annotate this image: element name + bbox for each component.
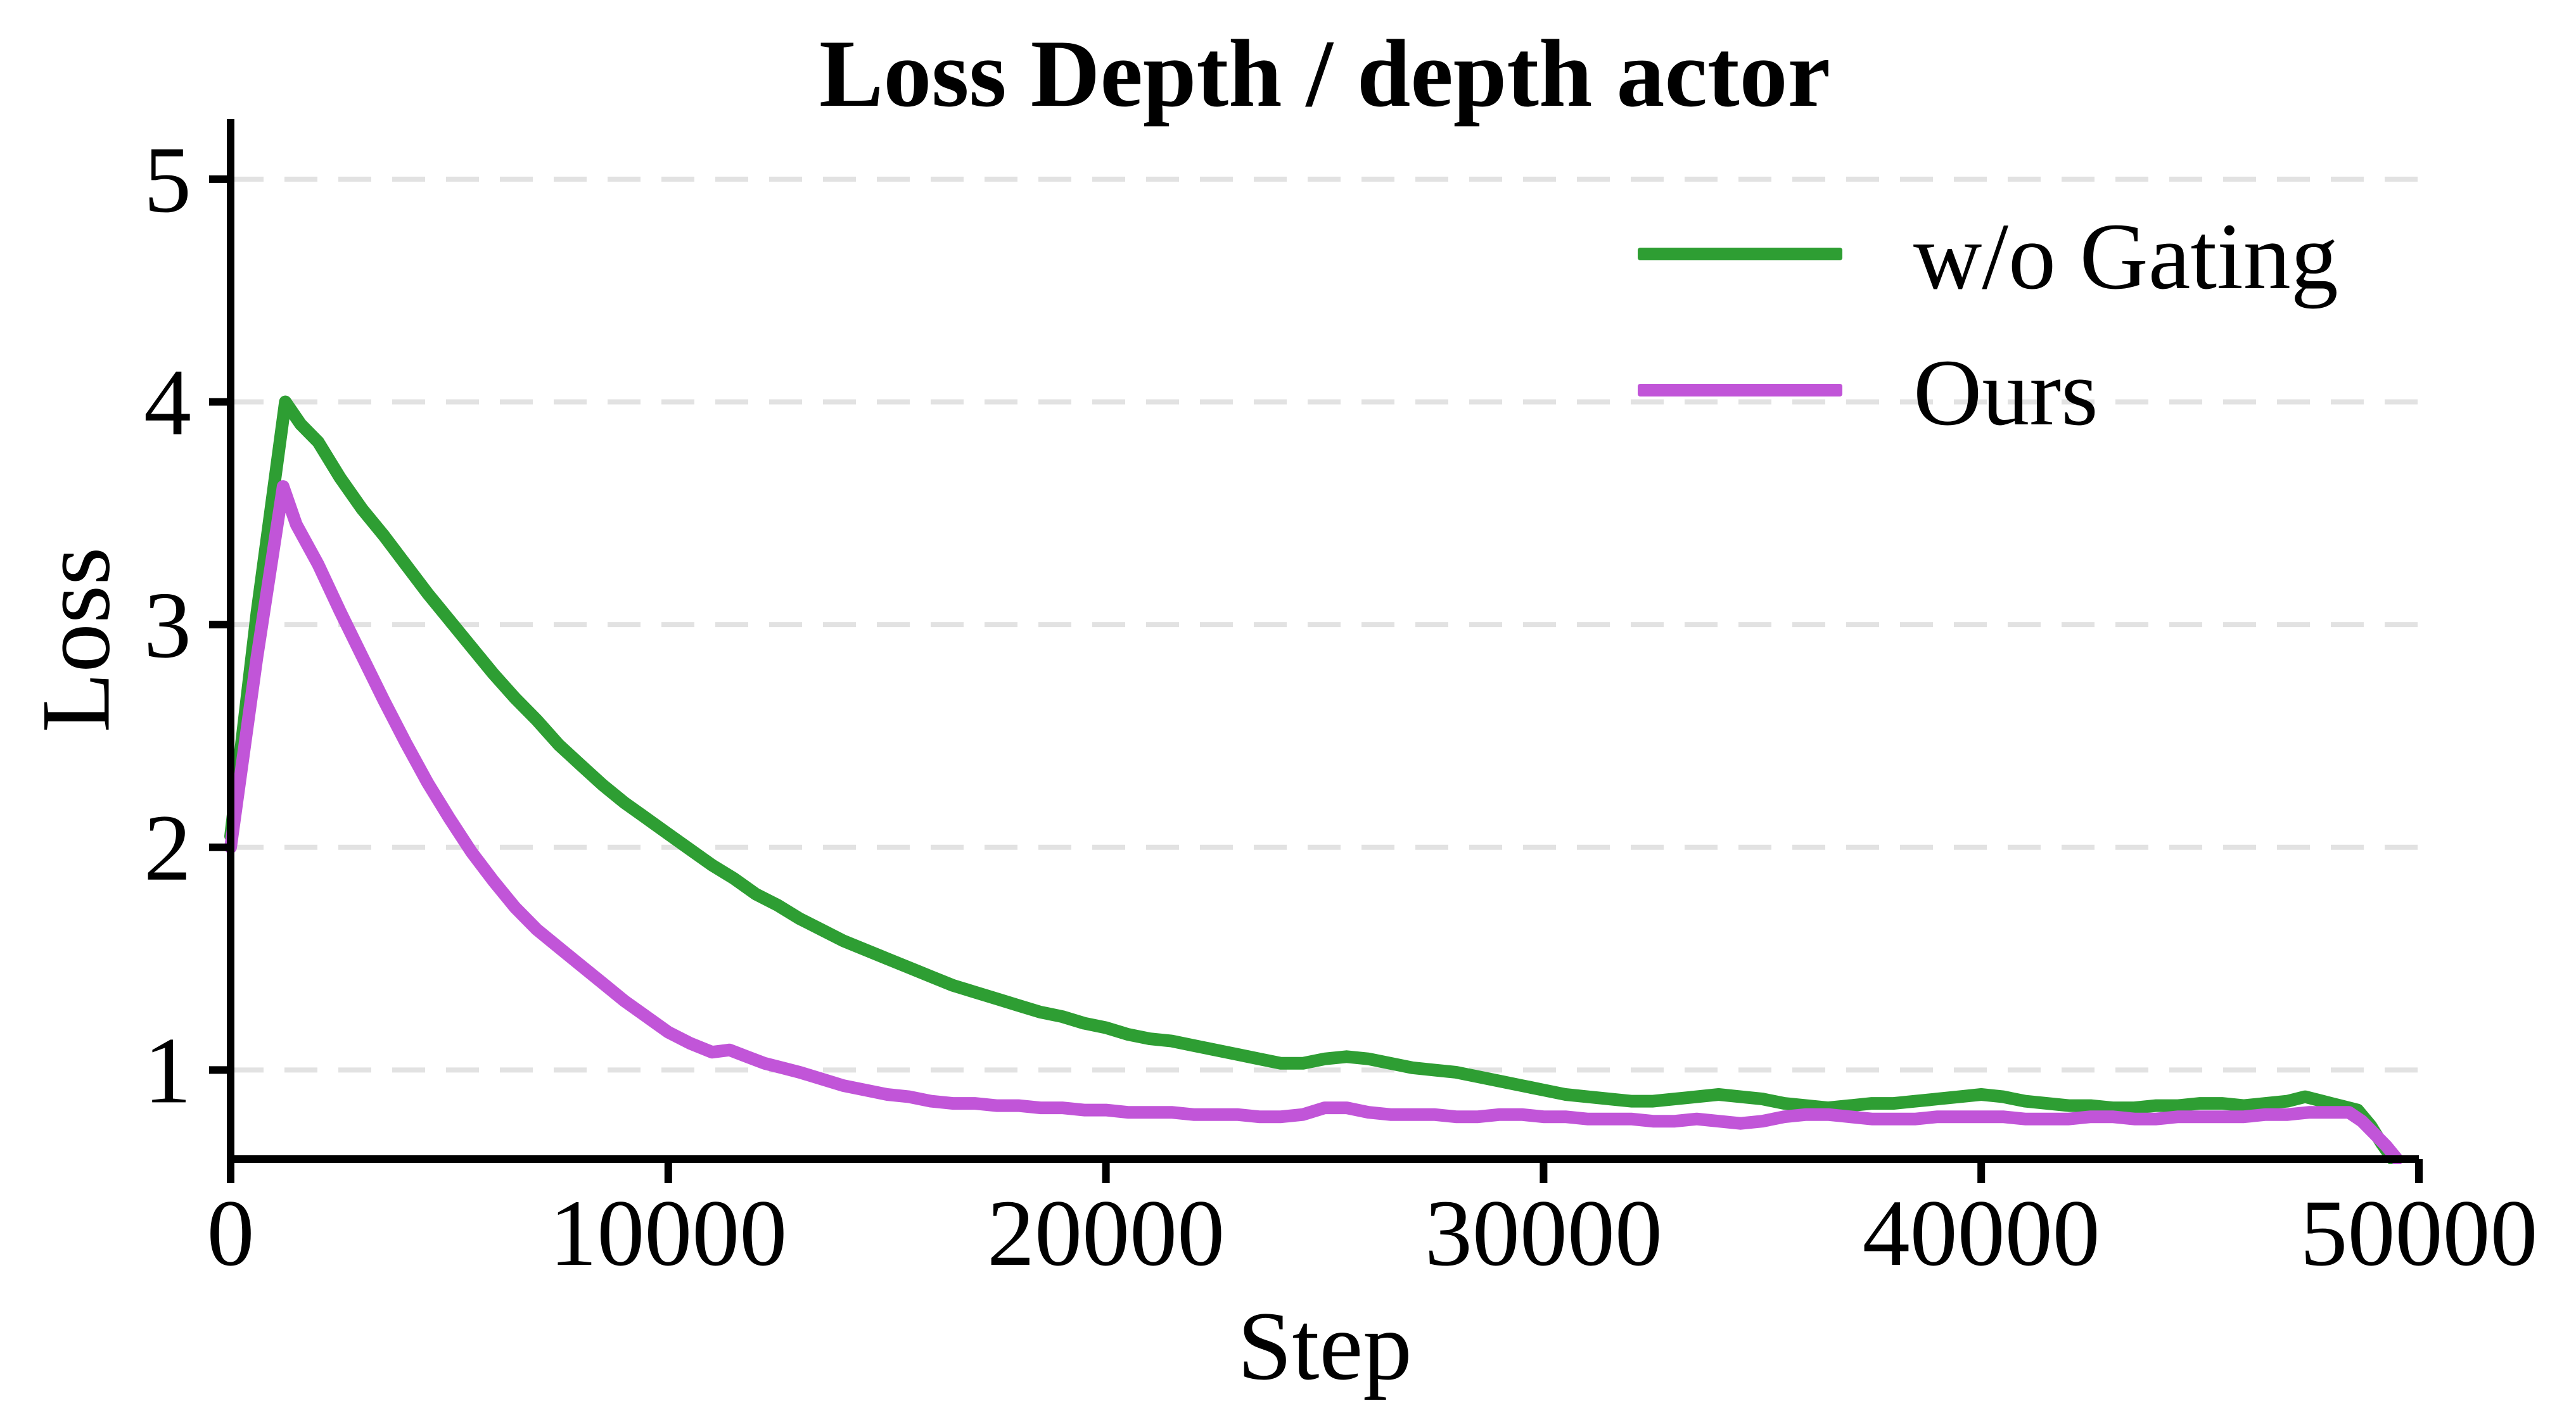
series-line-ours (224, 480, 2404, 1164)
y-tick-label-5: 5 (144, 127, 191, 232)
x-tick-label-40000: 40000 (1863, 1181, 2100, 1286)
x-tick-label-10000: 10000 (549, 1181, 787, 1286)
x-tick-label-20000: 20000 (987, 1181, 1225, 1286)
y-tick-label-3: 3 (144, 573, 191, 678)
x-tick-label-0: 0 (207, 1181, 255, 1286)
y-tick-label-2: 2 (144, 796, 191, 901)
series-line-wo-gating (224, 395, 2399, 1164)
x-tick-label-50000: 50000 (2300, 1181, 2538, 1286)
y-tick-label-1: 1 (144, 1018, 191, 1123)
x-axis-label: Step (1237, 1291, 1412, 1400)
x-tick-label-30000: 30000 (1425, 1181, 1662, 1286)
y-axis-label: Loss (21, 547, 131, 733)
y-tick-label-4: 4 (144, 350, 191, 455)
chart-title: Loss Depth / depth actor (819, 20, 1831, 127)
